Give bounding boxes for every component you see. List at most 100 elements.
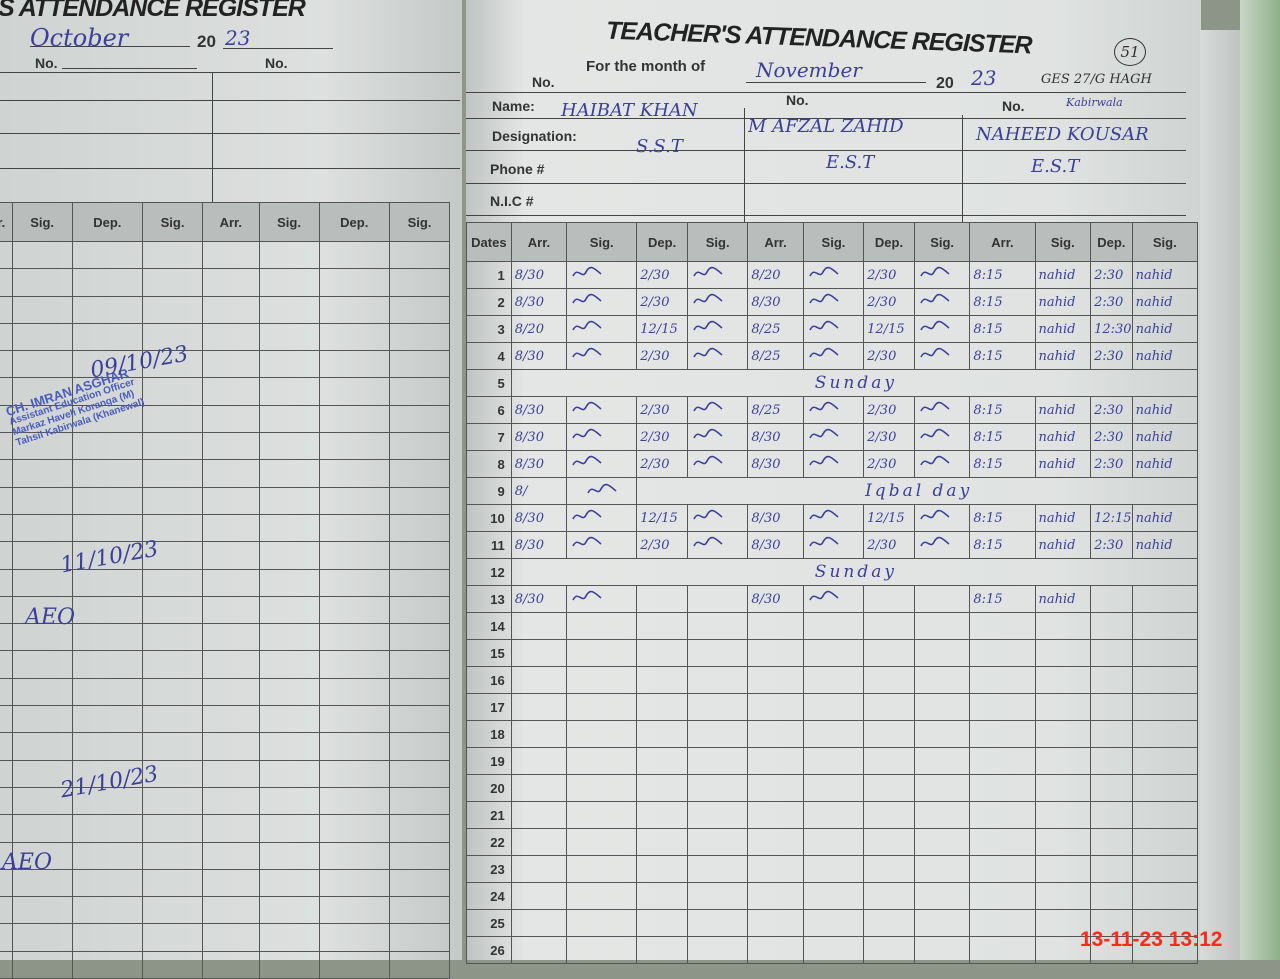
cell	[202, 705, 260, 734]
cell	[202, 896, 260, 925]
name-label: Name:	[492, 98, 535, 114]
column-header: Arr.	[510, 222, 568, 262]
signature-cell	[802, 855, 865, 883]
arrival-cell	[747, 909, 804, 937]
cell	[0, 759, 13, 788]
table-row	[0, 350, 451, 379]
arrival-cell	[510, 693, 568, 721]
signature-cell	[913, 882, 971, 910]
cell	[0, 677, 13, 707]
date-cell: 3	[466, 315, 512, 343]
teacher-3-name: NAHEED KOUSAR	[976, 124, 1149, 145]
signature-cell	[566, 639, 638, 667]
arrival-cell	[510, 828, 568, 856]
date-cell: 9	[466, 477, 512, 505]
departure-cell: 12/15	[636, 504, 688, 532]
departure-cell	[636, 585, 688, 613]
arrival-cell	[747, 720, 804, 748]
departure-cell: 2/30	[863, 342, 915, 370]
signature-cell	[1034, 882, 1092, 910]
table-row	[0, 486, 451, 515]
cell	[258, 432, 320, 461]
arrival-cell	[747, 774, 804, 802]
cell	[142, 404, 204, 434]
signature-cell	[566, 261, 638, 289]
date-cell: 26	[466, 936, 512, 964]
signature-cell	[802, 504, 865, 532]
date-cell: 21	[466, 801, 512, 829]
signature-cell	[1131, 693, 1199, 721]
signature-cell	[913, 747, 971, 775]
signature-cell	[802, 882, 865, 910]
cell	[11, 268, 73, 297]
table-row: 21	[466, 801, 1199, 829]
departure-cell	[1090, 585, 1133, 613]
departure-cell: 2/30	[636, 288, 688, 316]
table-row: 12 Sunday	[466, 558, 1199, 586]
arrival-cell: 8/30	[510, 261, 568, 289]
signature-cell	[686, 936, 749, 964]
cell	[318, 513, 390, 543]
cell	[71, 841, 144, 870]
signature-cell	[566, 666, 638, 694]
cell	[0, 295, 13, 324]
signature-cell	[566, 477, 638, 505]
cell	[258, 650, 320, 679]
no-label-3: No.	[1002, 98, 1025, 114]
arrival-cell: 8:15	[969, 288, 1036, 316]
departure-cell	[863, 909, 915, 937]
signature-cell	[1034, 828, 1092, 856]
signature-cell	[686, 504, 749, 532]
arrival-cell	[747, 639, 804, 667]
cell	[0, 432, 13, 461]
cell	[318, 677, 390, 707]
table-row: 14	[466, 612, 1199, 640]
date-cell: 25	[466, 909, 512, 937]
arrival-cell	[510, 612, 568, 640]
departure-cell	[863, 720, 915, 748]
cell	[0, 896, 13, 925]
signature-cell	[802, 936, 865, 964]
signature-cell	[802, 720, 865, 748]
cell	[258, 705, 320, 734]
signature-cell	[1034, 666, 1092, 694]
cell	[11, 513, 73, 543]
cell	[388, 377, 451, 406]
cell	[258, 568, 320, 597]
cell	[71, 623, 144, 652]
arrival-cell	[969, 747, 1036, 775]
arrival-cell	[510, 720, 568, 748]
arrival-cell	[969, 801, 1036, 829]
signature-cell	[802, 801, 865, 829]
header-row: Dates Arr. Sig. Dep. Sig. Arr. Sig. Dep. Sig. Arr…	[466, 222, 1199, 262]
teacher-3-designation: E.S.T	[1031, 156, 1080, 177]
teacher-1-name: HAIBAT KHAN	[561, 100, 698, 121]
cell	[0, 650, 13, 679]
cell	[0, 814, 13, 843]
cell	[142, 541, 204, 570]
table-row: 20	[466, 774, 1199, 802]
signature-cell	[802, 774, 865, 802]
note-aeo: AEO	[25, 605, 75, 630]
table-row: 5 Sunday	[466, 369, 1199, 397]
cell	[71, 350, 144, 379]
cell	[318, 268, 390, 297]
cell	[0, 595, 13, 625]
cell	[202, 268, 260, 297]
no-label-2: No.	[786, 92, 809, 108]
date-cell: 2	[466, 288, 512, 316]
cell	[142, 432, 204, 461]
table-row	[0, 432, 451, 461]
table-row: 1 8/30 2/30 8/20 2/30 8:15 nahid 2:30 nahid	[466, 261, 1199, 289]
signature-cell	[1131, 774, 1199, 802]
cell	[202, 295, 260, 324]
signature-cell	[802, 666, 865, 694]
cell	[142, 322, 204, 352]
arrival-cell: 8/30	[510, 396, 568, 424]
signature-cell	[686, 666, 749, 694]
signature-cell	[913, 423, 971, 451]
cell	[202, 814, 260, 843]
departure-cell: 2/30	[863, 423, 915, 451]
signature-cell: nahid	[1131, 342, 1199, 370]
signature-cell	[802, 693, 865, 721]
